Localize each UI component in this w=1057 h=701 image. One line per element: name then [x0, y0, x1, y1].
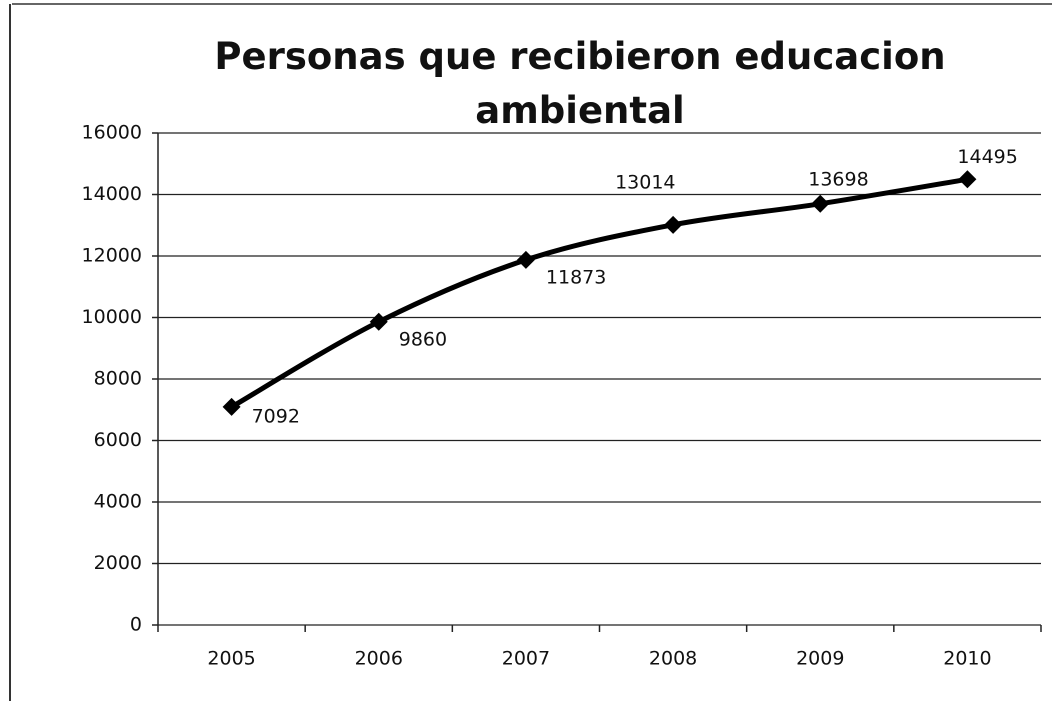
y-tick-label: 4000 — [94, 491, 142, 513]
chart-title: Personas que recibieron educacion ambien… — [214, 35, 946, 132]
y-tick-label: 14000 — [82, 183, 142, 205]
data-label: 11873 — [546, 266, 606, 288]
y-tick-label: 2000 — [94, 552, 142, 574]
x-tick-label: 2008 — [649, 648, 697, 670]
y-tick-label: 0 — [130, 614, 142, 636]
marker — [222, 397, 241, 416]
line — [230, 176, 968, 410]
y-tick-label: 10000 — [82, 306, 142, 328]
marker — [811, 194, 830, 213]
y-tick-label: 12000 — [82, 245, 142, 267]
x-tick-label: 2007 — [502, 648, 550, 670]
marker — [958, 170, 977, 189]
marker — [369, 312, 388, 331]
data-label: 14495 — [957, 146, 1017, 168]
data-label: 13698 — [808, 168, 868, 190]
x-tick-label: 2009 — [796, 648, 844, 670]
marker — [664, 215, 683, 234]
y-tick-label: 6000 — [94, 429, 142, 451]
data-label: 7092 — [252, 405, 300, 427]
x-tick-label: 2010 — [943, 648, 991, 670]
y-tick-label: 16000 — [82, 122, 142, 144]
x-tick-label: 2005 — [207, 648, 255, 670]
data-label: 9860 — [399, 328, 447, 350]
x-tick-label: 2006 — [355, 648, 403, 670]
data-label: 13014 — [615, 171, 675, 193]
y-tick-label: 8000 — [94, 368, 142, 390]
marker — [516, 250, 535, 269]
